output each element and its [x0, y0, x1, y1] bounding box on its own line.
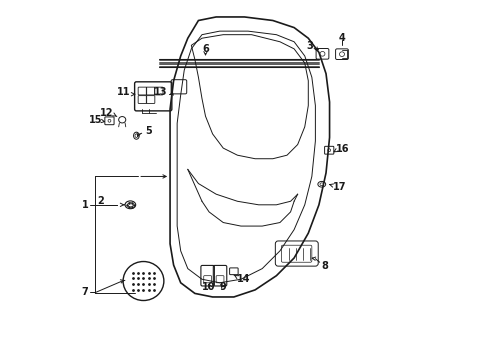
Text: 13: 13 — [154, 87, 167, 97]
Text: 14: 14 — [236, 274, 250, 284]
Text: 5: 5 — [145, 126, 152, 136]
Text: 8: 8 — [321, 261, 327, 271]
Text: 7: 7 — [81, 287, 88, 297]
Text: 15: 15 — [89, 116, 102, 125]
Text: 4: 4 — [338, 33, 345, 43]
Text: 12: 12 — [100, 108, 113, 118]
Text: 2: 2 — [97, 196, 104, 206]
Text: 17: 17 — [332, 182, 346, 192]
Text: 10: 10 — [202, 282, 215, 292]
Text: 9: 9 — [219, 282, 225, 292]
Text: 1: 1 — [81, 200, 88, 210]
Text: 6: 6 — [202, 44, 208, 54]
Text: 3: 3 — [306, 41, 313, 51]
Text: 11: 11 — [117, 87, 130, 97]
Text: 16: 16 — [335, 144, 349, 154]
